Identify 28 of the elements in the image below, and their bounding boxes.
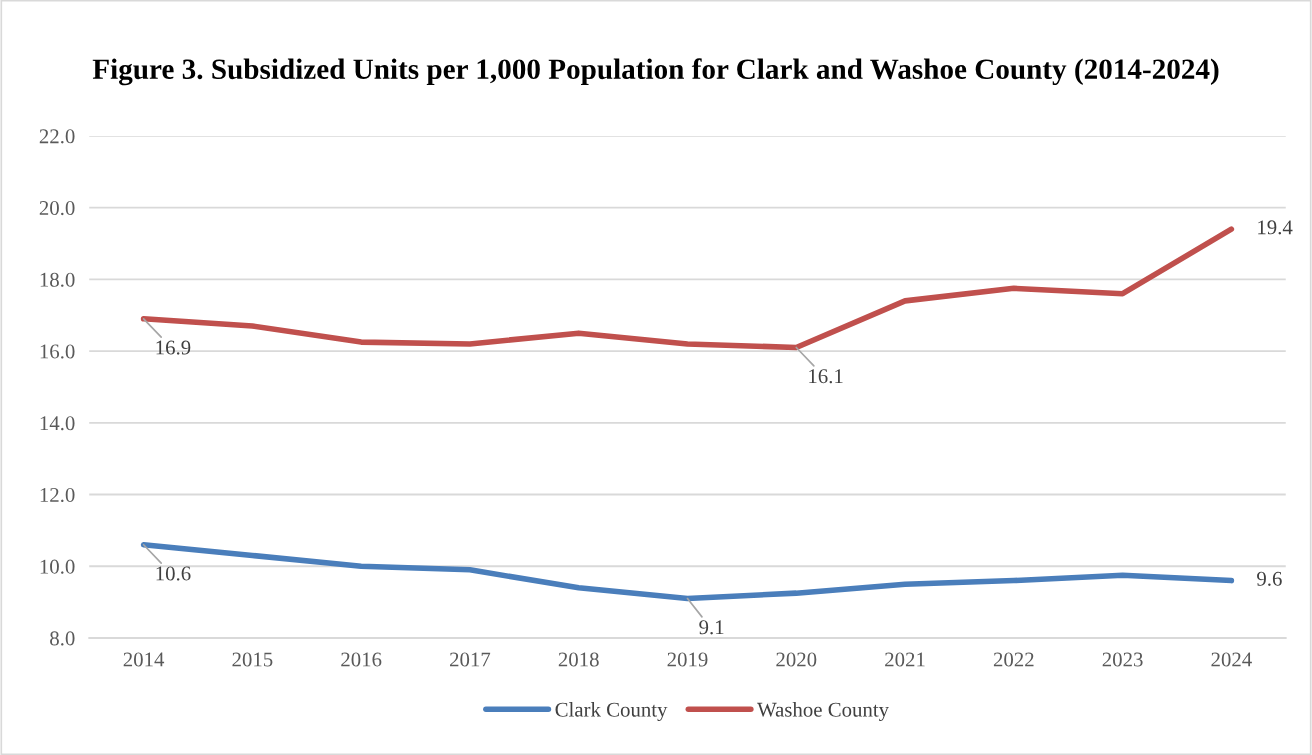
data-label: 16.9: [156, 340, 191, 355]
y-tick-label: 18.0: [40, 272, 75, 287]
y-tick-label: 16.0: [40, 344, 75, 359]
x-tick-label: 2018: [558, 652, 599, 667]
x-tick-label: 2023: [1102, 652, 1143, 667]
y-tick-label: 12.0: [40, 487, 75, 503]
y-tick-label: 14.0: [40, 416, 75, 431]
chart-title: Figure 3. Subsidized Units per 1,000 Population for Clark and Washoe County (2014-2024): [92, 58, 1219, 86]
y-tick-label: 22.0: [39, 129, 75, 144]
x-tick-label: 2024: [1211, 652, 1252, 667]
x-tick-label: 2016: [341, 652, 382, 667]
x-tick-label: 2015: [232, 652, 273, 667]
legend-label: Washoe County: [757, 702, 889, 721]
x-tick-label: 2022: [993, 652, 1034, 667]
y-tick-label: 10.0: [40, 559, 75, 574]
y-tick-label: 8.0: [50, 631, 75, 646]
x-tick-label: 2017: [450, 652, 491, 667]
legend-label: Clark County: [555, 702, 668, 721]
y-tick-label: 20.0: [39, 201, 75, 216]
data-label: 19.4: [1258, 220, 1293, 235]
x-tick-label: 2014: [123, 652, 165, 667]
data-label: 16.1: [809, 369, 843, 384]
x-tick-label: 2019: [667, 652, 708, 667]
data-label: 10.6: [156, 566, 191, 581]
x-tick-label: 2021: [885, 652, 925, 667]
data-label: 9.6: [1257, 571, 1282, 586]
data-label: 9.1: [699, 620, 724, 635]
x-tick-label: 2020: [776, 652, 817, 667]
